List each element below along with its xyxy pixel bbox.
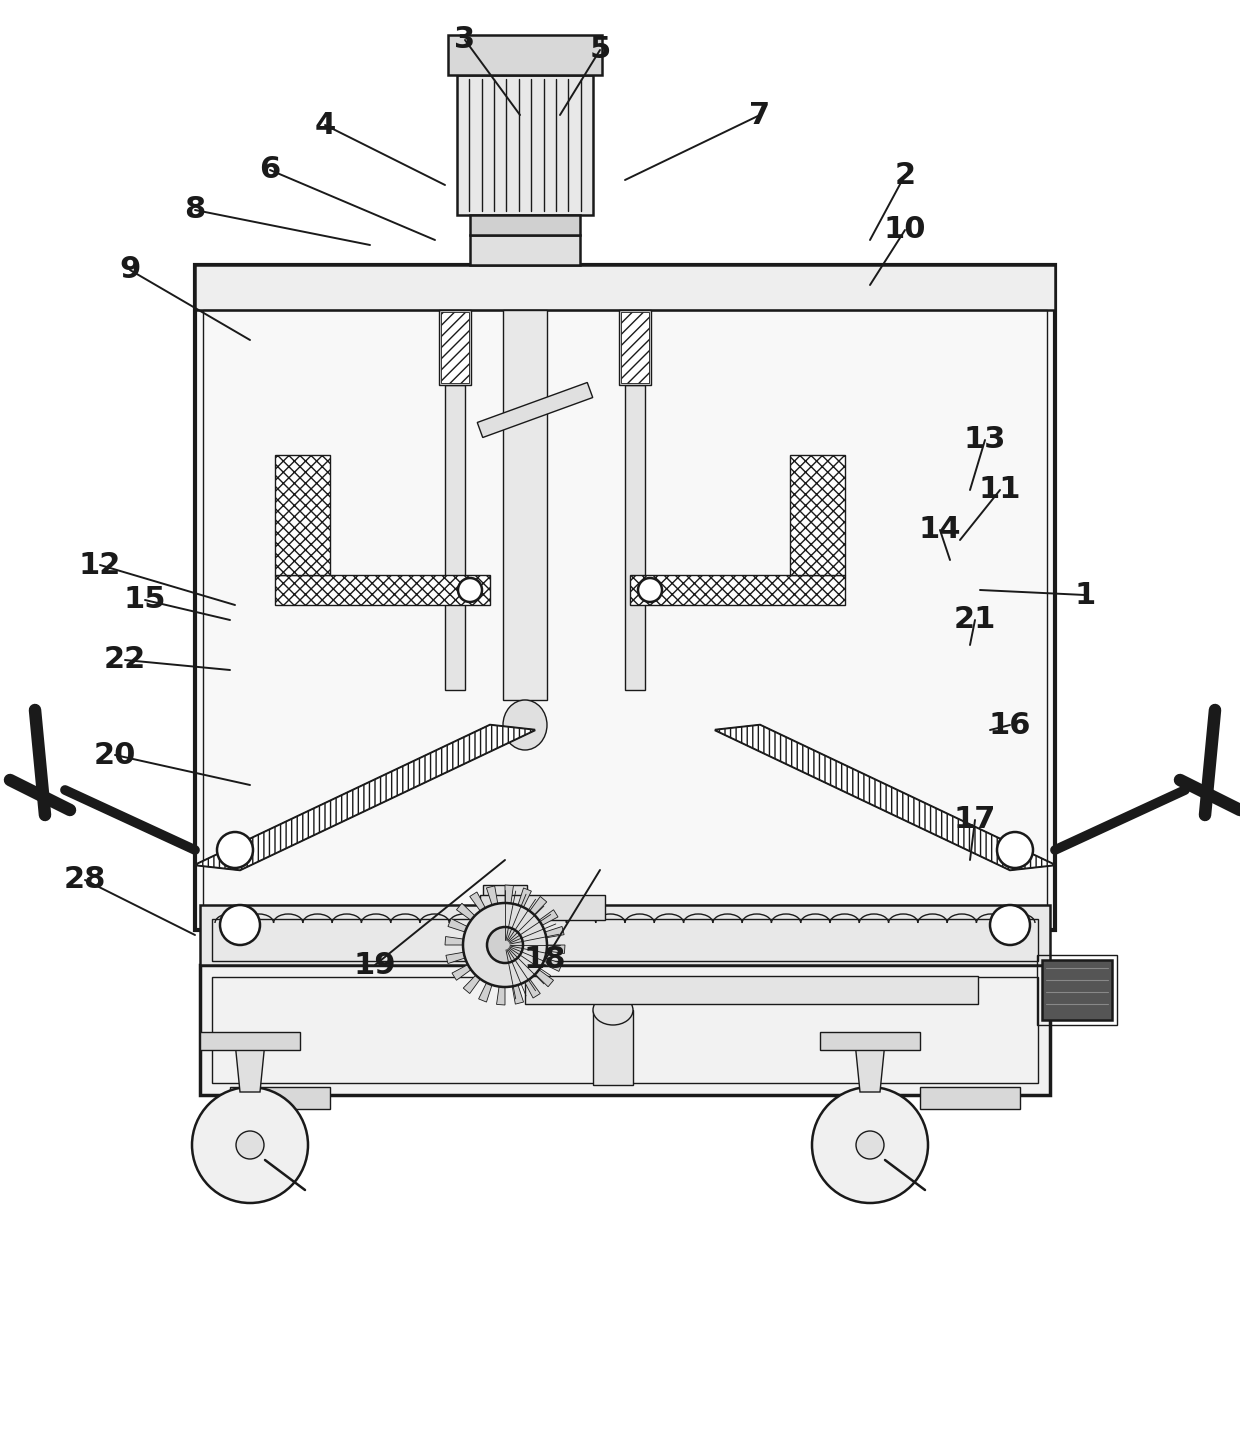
Bar (470, 214, 580, 235)
Bar (525, 977, 978, 1004)
Polygon shape (477, 383, 593, 438)
Text: 15: 15 (124, 585, 166, 614)
Polygon shape (470, 893, 485, 911)
Text: 18: 18 (523, 946, 567, 975)
Bar (470, 235, 580, 265)
Text: 6: 6 (259, 155, 280, 184)
Ellipse shape (503, 700, 547, 751)
Circle shape (236, 1132, 264, 1159)
Bar (458, 75, 593, 214)
Bar (275, 575, 490, 606)
Text: 3: 3 (454, 26, 476, 55)
Text: 13: 13 (963, 426, 1006, 455)
Bar (441, 312, 469, 383)
Polygon shape (195, 724, 534, 869)
Ellipse shape (593, 995, 632, 1024)
Text: 7: 7 (749, 100, 770, 129)
Polygon shape (456, 903, 475, 920)
Bar (212, 919, 1038, 961)
Polygon shape (547, 945, 565, 953)
Polygon shape (536, 969, 553, 987)
Polygon shape (715, 724, 1055, 869)
Polygon shape (448, 919, 467, 932)
Text: 2: 2 (894, 161, 915, 190)
Text: 21: 21 (954, 606, 996, 635)
Bar (480, 895, 605, 920)
Text: 14: 14 (919, 516, 961, 545)
Polygon shape (236, 1042, 265, 1093)
Bar (439, 310, 471, 385)
Text: 22: 22 (104, 645, 146, 674)
Bar (203, 310, 1047, 922)
Text: 20: 20 (94, 740, 136, 769)
Circle shape (812, 1087, 928, 1203)
Text: 9: 9 (119, 255, 140, 284)
Polygon shape (451, 965, 471, 981)
Circle shape (997, 832, 1033, 868)
Polygon shape (479, 982, 492, 1003)
Bar (1037, 955, 1117, 1024)
Bar (920, 1087, 1021, 1108)
Polygon shape (512, 985, 523, 1004)
Bar (229, 1087, 330, 1108)
Polygon shape (195, 724, 534, 869)
Polygon shape (445, 936, 464, 945)
Bar (820, 1032, 920, 1051)
Circle shape (217, 832, 253, 868)
Circle shape (856, 1132, 884, 1159)
Polygon shape (539, 910, 558, 926)
Circle shape (219, 906, 260, 945)
Polygon shape (496, 987, 505, 1006)
Polygon shape (715, 724, 1055, 869)
Bar (630, 575, 844, 606)
Text: 5: 5 (589, 35, 610, 65)
Bar (625, 385, 645, 690)
Text: 16: 16 (988, 710, 1032, 739)
Polygon shape (446, 952, 465, 964)
Text: 19: 19 (353, 951, 397, 980)
Bar (200, 965, 1050, 1095)
Circle shape (990, 906, 1030, 945)
Polygon shape (518, 888, 532, 907)
Polygon shape (486, 885, 497, 906)
Polygon shape (543, 958, 562, 971)
Bar (503, 310, 547, 700)
Circle shape (639, 578, 662, 601)
Text: 8: 8 (185, 196, 206, 225)
Bar (195, 265, 1055, 310)
Circle shape (487, 927, 523, 964)
Bar (593, 1010, 632, 1085)
Polygon shape (529, 897, 547, 914)
Text: 28: 28 (63, 865, 107, 894)
Text: 11: 11 (978, 475, 1022, 504)
Circle shape (463, 903, 547, 987)
Polygon shape (464, 975, 480, 994)
Bar (1042, 961, 1112, 1020)
Polygon shape (505, 885, 513, 903)
Circle shape (192, 1087, 308, 1203)
Text: 1: 1 (1074, 581, 1096, 610)
Bar (445, 385, 465, 690)
Bar (275, 455, 330, 575)
Circle shape (458, 578, 482, 601)
Polygon shape (525, 980, 541, 998)
Bar (195, 265, 1055, 930)
Bar (212, 977, 1038, 1082)
Bar (200, 1032, 300, 1051)
Bar (621, 312, 649, 383)
Bar (200, 906, 1050, 965)
Bar (790, 455, 844, 575)
Polygon shape (856, 1042, 885, 1093)
Text: 4: 4 (315, 110, 336, 139)
Bar (619, 310, 651, 385)
Bar (448, 35, 601, 75)
Text: 17: 17 (954, 806, 996, 835)
Text: 12: 12 (79, 551, 122, 580)
Polygon shape (544, 926, 564, 938)
Text: 10: 10 (884, 216, 926, 245)
Bar (484, 885, 527, 965)
